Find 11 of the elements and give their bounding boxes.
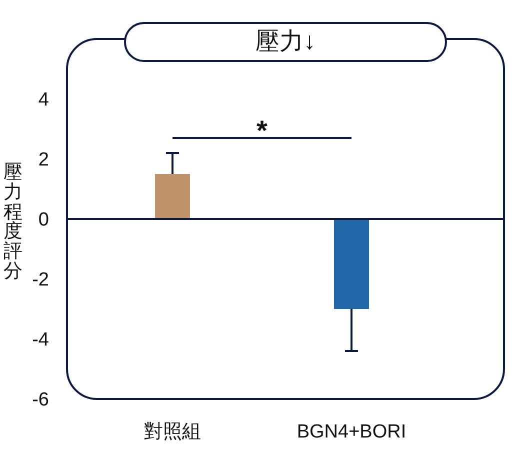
chart-title: 壓力↓ <box>256 28 316 55</box>
y-tick-label: 2 <box>38 150 49 171</box>
x-tick-label: 對照組 <box>144 421 201 442</box>
y-tick-label: -2 <box>32 270 49 291</box>
y-tick-label: -4 <box>32 330 50 351</box>
y-tick-label: 4 <box>38 90 50 111</box>
x-tick-label: BGN4+BORI <box>296 421 406 442</box>
y-axis-title: 壓力程度評分 <box>3 162 23 282</box>
annotation: * <box>256 115 268 146</box>
y-tick-label: 0 <box>38 210 49 231</box>
y-tick-label: -6 <box>32 390 49 411</box>
